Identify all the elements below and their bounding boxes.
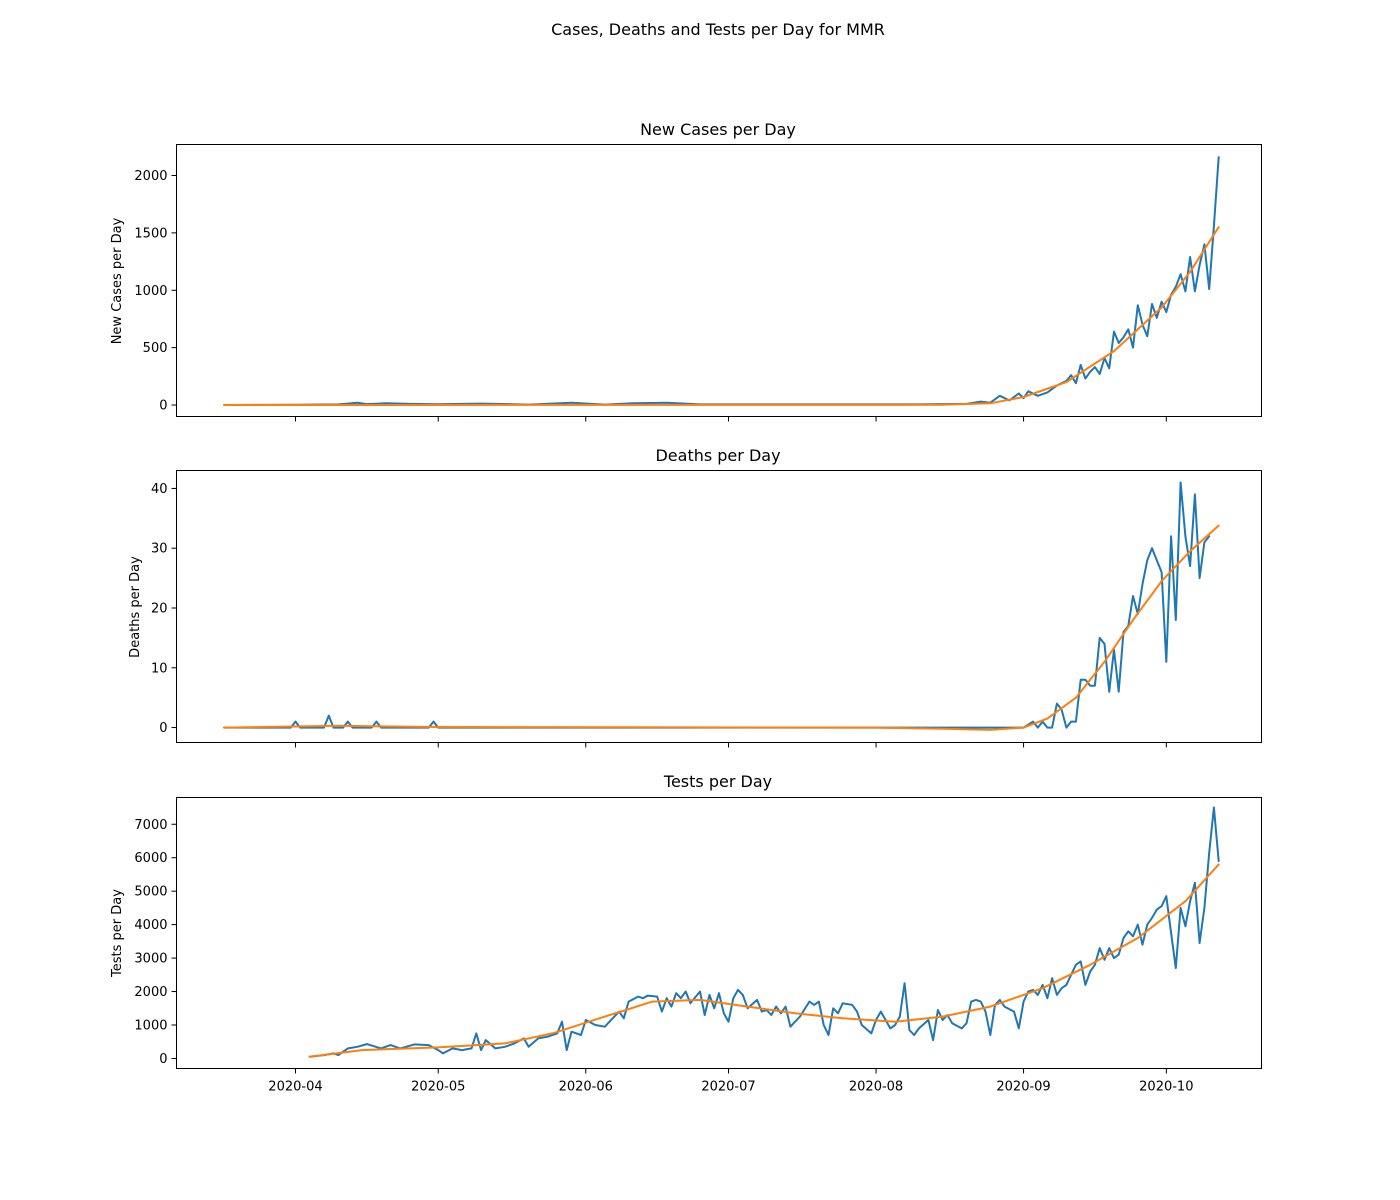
new-cases-title: New Cases per Day <box>640 120 796 139</box>
tests-daily-line <box>308 806 1220 1058</box>
tests-ytick-label-5: 5000 <box>134 885 167 900</box>
tests-title: Tests per Day <box>663 772 772 791</box>
new-cases-ylabel: New Cases per Day <box>110 217 125 344</box>
deaths-series <box>223 481 1220 731</box>
tests-xtick-label-1: 2020-05 <box>411 1080 465 1095</box>
new-cases-trend-line <box>223 226 1220 406</box>
deaths-title: Deaths per Day <box>655 446 780 465</box>
new-cases-ytick-label-4: 2000 <box>134 169 167 184</box>
tests-xtick-label-0: 2020-04 <box>268 1080 322 1095</box>
deaths-daily-line <box>223 481 1211 729</box>
tests-ytick-label-6: 6000 <box>134 851 167 866</box>
tests-ylabel: Tests per Day <box>110 889 125 978</box>
new-cases-ytick-label-2: 1000 <box>134 284 167 299</box>
deaths-ticks: 0 10 20 30 40 <box>151 482 1167 748</box>
new-cases-daily-line <box>223 156 1220 406</box>
tests-xtick-label-5: 2020-09 <box>996 1080 1050 1095</box>
tests-ytick-label-7: 7000 <box>134 818 167 833</box>
tests-series <box>308 806 1220 1058</box>
tests-xtick-label-6: 2020-10 <box>1139 1080 1193 1095</box>
deaths-ytick-label-0: 0 <box>159 721 167 736</box>
deaths-ytick-label-4: 40 <box>151 482 168 497</box>
deaths-trend-line <box>223 524 1220 731</box>
tests-xtick-label-2: 2020-06 <box>559 1080 613 1095</box>
new-cases-ytick-label-3: 1500 <box>134 226 167 241</box>
tests-panel: Tests per Day Tests per Day 0 1000 2000 300… <box>110 772 1262 1095</box>
tests-plot-area <box>176 797 1262 1069</box>
new-cases-ticks: 0 500 1000 1500 2000 <box>134 169 1167 422</box>
tests-xtick-label-4: 2020-08 <box>849 1080 903 1095</box>
deaths-plot-area <box>176 470 1262 743</box>
deaths-panel: Deaths per Day Deaths per Day 0 10 20 30 40 <box>128 446 1262 748</box>
new-cases-panel: New Cases per Day New Cases per Day 0 500… <box>110 120 1262 422</box>
tests-ytick-label-4: 4000 <box>134 918 167 933</box>
figure-title: Cases, Deaths and Tests per Day for MMR <box>551 20 885 39</box>
tests-ytick-label-3: 3000 <box>134 952 167 967</box>
deaths-ylabel: Deaths per Day <box>128 556 143 658</box>
tests-trend-line <box>308 863 1220 1058</box>
new-cases-series <box>223 156 1220 406</box>
deaths-ytick-label-1: 10 <box>151 661 168 676</box>
tests-ytick-label-0: 0 <box>159 1052 167 1067</box>
tests-ytick-label-1: 1000 <box>134 1019 167 1034</box>
tests-ticks: 0 1000 2000 3000 4000 5000 6000 7000 2020-04 2020… <box>134 818 1193 1095</box>
new-cases-ytick-label-0: 0 <box>159 399 167 414</box>
new-cases-plot-area <box>176 144 1262 417</box>
new-cases-ytick-label-1: 500 <box>143 341 168 356</box>
tests-xtick-label-3: 2020-07 <box>701 1080 755 1095</box>
deaths-ytick-label-2: 20 <box>151 601 168 616</box>
tests-ytick-label-2: 2000 <box>134 985 167 1000</box>
deaths-ytick-label-3: 30 <box>151 542 168 557</box>
